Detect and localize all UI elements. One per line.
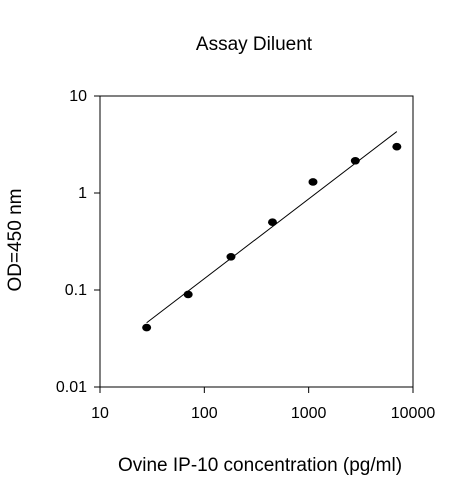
y-axis-ticks: 0.01 0.1 1 10 xyxy=(56,88,100,396)
chart-title: Assay Diluent xyxy=(196,34,313,55)
y-tick-label: 0.01 xyxy=(56,379,87,396)
x-axis-ticks: 10 100 1000 10000 xyxy=(91,387,435,422)
plot-frame xyxy=(99,95,414,388)
data-point xyxy=(308,178,318,186)
x-tick-label: 100 xyxy=(191,405,218,422)
x-tick-label: 10000 xyxy=(391,405,436,422)
x-axis-label: Ovine IP-10 concentration (pg/ml) xyxy=(118,455,402,476)
y-tick-label: 10 xyxy=(69,88,87,105)
y-axis-label: OD=450 nm xyxy=(5,189,26,292)
data-points xyxy=(142,142,402,332)
data-point xyxy=(267,218,277,226)
x-tick-label: 10 xyxy=(91,405,109,422)
x-tick-label: 1000 xyxy=(291,405,327,422)
y-tick-label: 1 xyxy=(78,185,87,202)
y-tick-label: 0.1 xyxy=(65,282,87,299)
data-point xyxy=(183,290,193,299)
data-point xyxy=(350,156,360,165)
data-point xyxy=(392,142,402,151)
data-point xyxy=(226,252,236,261)
data-point xyxy=(142,323,152,332)
